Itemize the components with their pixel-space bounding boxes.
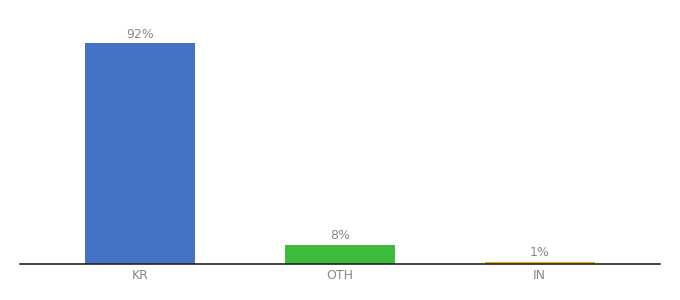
Bar — [85, 43, 195, 264]
Text: 1%: 1% — [530, 246, 549, 259]
Bar — [285, 245, 395, 264]
Text: 92%: 92% — [126, 28, 154, 41]
Bar — [485, 262, 595, 264]
Text: 8%: 8% — [330, 230, 350, 242]
